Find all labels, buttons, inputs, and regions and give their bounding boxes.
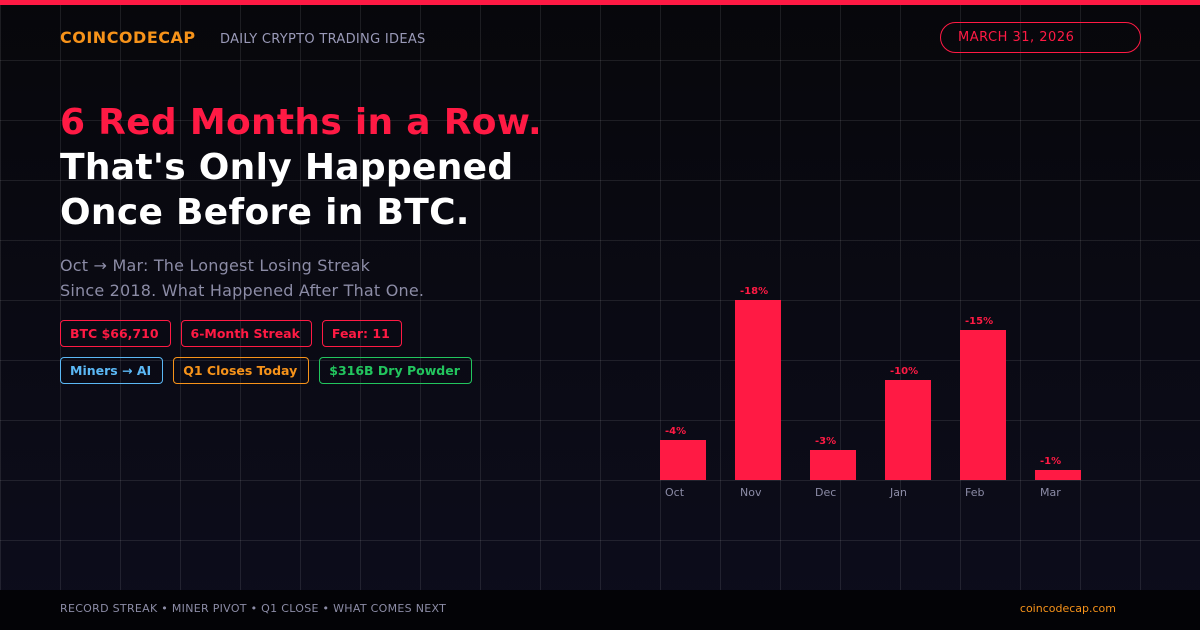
bar-mar [1035,470,1081,480]
tag-miners-ai: Miners → AI [60,357,164,384]
tag-group: BTC $66,710 6-Month Streak Fear: 11 Mine… [60,320,472,394]
tag-fear-index: Fear: 11 [321,320,402,347]
data-label-nov: -18% [740,286,768,297]
background-grid [0,0,1200,590]
tag-dry-powder: $316B Dry Powder [319,357,472,384]
headline: 6 Red Months in a Row. That's Only Happe… [60,100,620,235]
subheadline: Oct → Mar: The Longest Losing Streak Sin… [60,253,520,303]
headline-line-2: That's Only Happened [60,147,514,188]
tag-btc-price: BTC $66,710 [60,320,171,347]
bar-feb [960,330,1006,480]
subheadline-line-1: Oct → Mar: The Longest Losing Streak [60,256,371,275]
data-label-feb: -15% [965,316,993,327]
bar-dec [810,450,856,480]
monthly-returns-chart: -4% Oct -18% Nov -3% Dec -10% Jan -15% Feb -1% Mar [660,286,1081,499]
tag-q1-close: Q1 Closes Today [173,357,310,384]
footer: RECORD STREAK • MINER PIVOT • Q1 CLOSE •… [0,590,1200,630]
subheadline-line-2: Since 2018. What Happened After That One… [60,281,425,300]
top-accent-bar [0,0,1200,5]
x-tick-label-mar: Mar [1040,486,1061,499]
x-tick-label-nov: Nov [740,486,762,499]
x-tick-label-feb: Feb [965,486,984,499]
data-label-oct: -4% [665,426,686,437]
bar-oct [660,440,706,480]
brand-logo[interactable]: COINCODECAP [60,28,196,47]
footer-site-link[interactable]: coincodecap.com [1019,602,1116,615]
footer-topics: RECORD STREAK • MINER PIVOT • Q1 CLOSE •… [60,602,447,615]
brand-tagline: DAILY CRYPTO TRADING IDEAS [220,32,426,47]
tag-month-streak: 6-Month Streak [180,320,312,347]
x-tick-label-oct: Oct [665,486,685,499]
bar-jan [885,380,931,480]
bar-nov [735,300,781,480]
data-label-dec: -3% [815,436,836,447]
headline-line-1: 6 Red Months in a Row. [60,102,543,143]
date-badge: MARCH 31, 2026 [940,22,1141,53]
data-label-mar: -1% [1040,456,1061,467]
headline-line-3: Once Before in BTC. [60,192,470,233]
x-tick-label-jan: Jan [889,486,907,499]
data-label-jan: -10% [890,366,918,377]
tag-row-1: BTC $66,710 6-Month Streak Fear: 11 [60,320,472,347]
tag-row-2: Miners → AI Q1 Closes Today $316B Dry Po… [60,357,472,384]
x-tick-label-dec: Dec [815,486,836,499]
